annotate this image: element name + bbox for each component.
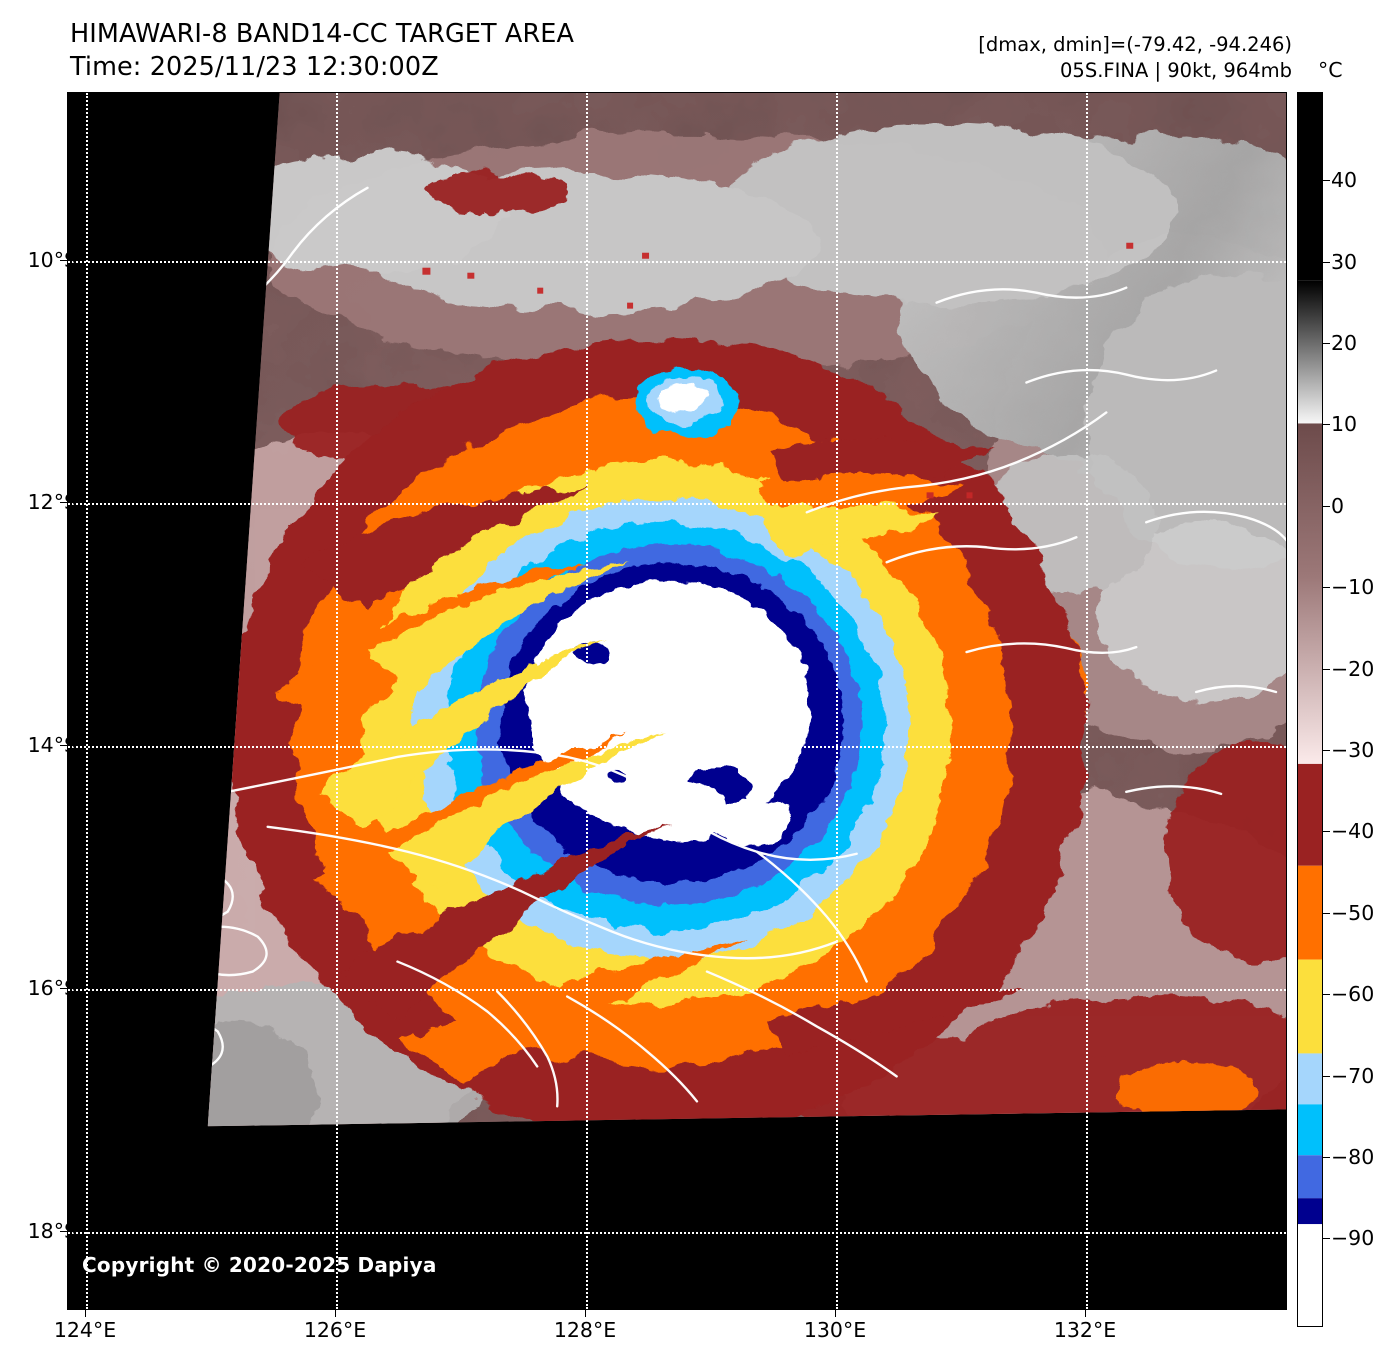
- cbtick-mark-9: [1323, 913, 1330, 914]
- cbtick-mark-11: [1323, 1076, 1330, 1077]
- cbtick-mark-6: [1323, 669, 1330, 670]
- ytick-label-2: 14°S: [27, 733, 77, 757]
- cbtick-mark-10: [1323, 994, 1330, 995]
- copyright-label: Copyright © 2020-2025 Dapiya: [82, 1253, 437, 1277]
- tickmark-lat-10: [60, 260, 67, 261]
- cbtick-label-0: 40: [1331, 168, 1358, 192]
- cbtick-label-4: 0: [1331, 494, 1345, 518]
- colorbar-unit-label: °C: [1318, 58, 1343, 82]
- cbtick-label-2: 20: [1331, 331, 1358, 355]
- dmax-dmin-label: [dmax, dmin]=(-79.42, -94.246): [978, 33, 1292, 56]
- xtick-label-1: 126°E: [303, 1318, 367, 1342]
- colorbar-gradient: [1298, 93, 1322, 1326]
- cbtick-mark-0: [1323, 180, 1330, 181]
- storm-info-label: 05S.FINA | 90kt, 964mb: [1060, 58, 1292, 82]
- cbtick-label-13: −90: [1331, 1226, 1375, 1250]
- cbtick-mark-4: [1323, 506, 1330, 507]
- ytick-label-3: 16°S: [27, 976, 77, 1000]
- tickmark-lat-18: [60, 1231, 67, 1232]
- page-title: HIMAWARI-8 BAND14-CC TARGET AREA Time: 2…: [70, 18, 574, 84]
- colorbar: [1297, 92, 1323, 1327]
- cbtick-label-3: 10: [1331, 412, 1358, 436]
- cbtick-mark-12: [1323, 1157, 1330, 1158]
- cbtick-mark-7: [1323, 750, 1330, 751]
- cbtick-mark-3: [1323, 424, 1330, 425]
- xtick-label-4: 132°E: [1053, 1318, 1117, 1342]
- cbtick-label-7: −30: [1331, 738, 1375, 762]
- cbtick-label-5: −10: [1331, 575, 1375, 599]
- cbtick-mark-13: [1323, 1238, 1330, 1239]
- xtick-label-3: 130°E: [803, 1318, 867, 1342]
- title-line-1: HIMAWARI-8 BAND14-CC TARGET AREA: [70, 19, 575, 49]
- tickmark-lat-12: [60, 502, 67, 503]
- tickmark-lat-14: [60, 745, 67, 746]
- cbtick-label-10: −60: [1331, 982, 1375, 1006]
- tickmark-lon-124: [85, 1310, 86, 1317]
- cbtick-mark-8: [1323, 831, 1330, 832]
- tickmark-lon-130: [835, 1310, 836, 1317]
- tickmark-lon-126: [335, 1310, 336, 1317]
- cbtick-mark-5: [1323, 587, 1330, 588]
- cbtick-mark-2: [1323, 343, 1330, 344]
- satellite-imagery: [207, 93, 1286, 1127]
- cbtick-label-8: −40: [1331, 819, 1375, 843]
- tickmark-lon-132: [1085, 1310, 1086, 1317]
- title-line-2: Time: 2025/11/23 12:30:00Z: [70, 52, 439, 83]
- cbtick-label-12: −80: [1331, 1145, 1375, 1169]
- cbtick-label-9: −50: [1331, 901, 1375, 925]
- xtick-label-2: 128°E: [553, 1318, 617, 1342]
- tickmark-lon-128: [585, 1310, 586, 1317]
- xtick-label-0: 124°E: [53, 1318, 117, 1342]
- cbtick-mark-1: [1323, 262, 1330, 263]
- ytick-label-0: 10°S: [27, 248, 77, 272]
- metadata-block: [dmax, dmin]=(-79.42, -94.246) 05S.FINA …: [978, 32, 1292, 83]
- cbtick-label-6: −20: [1331, 657, 1375, 681]
- tickmark-lat-16: [60, 988, 67, 989]
- cbtick-label-1: 30: [1331, 250, 1358, 274]
- ytick-label-1: 12°S: [27, 490, 77, 514]
- cbtick-label-11: −70: [1331, 1064, 1375, 1088]
- ytick-label-4: 18°S: [27, 1219, 77, 1243]
- map-plot-area: Copyright © 2020-2025 Dapiya: [67, 92, 1287, 1310]
